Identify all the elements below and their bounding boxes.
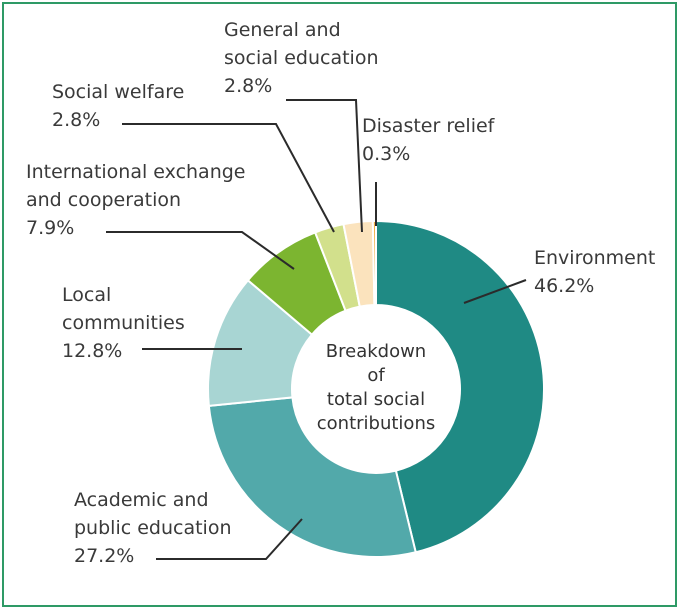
slice-name-label: Local <box>62 284 111 306</box>
slices-group <box>207 219 545 558</box>
slice-academic-and-public-education <box>207 396 417 558</box>
slice-label-general-and-social-education: General and social education 2.8% <box>224 19 379 97</box>
center-label-line: Breakdown <box>326 341 426 362</box>
slice-name-label: Disaster relief <box>362 115 496 137</box>
slice-label-academic-and-public-education: Academic and public education 27.2% <box>74 489 231 567</box>
center-label-text: Breakdown of total social contributions <box>317 341 435 434</box>
labels-group: Environment 46.2% Academic and public educa… <box>26 19 655 567</box>
leader-line-social-welfare <box>122 123 335 233</box>
slice-name-label: public education <box>74 517 231 539</box>
slice-name-label: social education <box>224 47 379 69</box>
slice-name-label: Environment <box>534 247 655 269</box>
slice-value-label: 2.8% <box>52 109 100 131</box>
slice-name-label: General and <box>224 19 341 41</box>
slice-label-local-communities: Local communities 12.8% <box>62 284 185 362</box>
slice-value-label: 46.2% <box>534 275 594 297</box>
slice-name-label: communities <box>62 312 185 334</box>
slice-value-label: 12.8% <box>62 340 122 362</box>
donut-chart: Environment 46.2% Academic and public educa… <box>26 19 655 567</box>
center-label-line: contributions <box>317 413 435 434</box>
slice-value-label: 7.9% <box>26 217 74 239</box>
leader-line-general-and-social-education <box>286 99 363 233</box>
slice-value-label: 2.8% <box>224 75 272 97</box>
slice-name-label: Academic and <box>74 489 209 511</box>
slice-label-disaster-relief: Disaster relief 0.3% <box>362 115 496 165</box>
slice-label-international-exchange-and-cooperation: International exchange and cooperation 7.9… <box>26 161 246 239</box>
center-label-line: total social <box>327 389 425 410</box>
leader-line-environment <box>463 279 527 304</box>
slice-name-label: Social welfare <box>52 81 184 103</box>
slice-label-social-welfare: Social welfare 2.8% <box>52 81 184 131</box>
leader-line-international-exchange-and-cooperation <box>106 231 295 270</box>
slice-disaster-relief <box>371 219 377 307</box>
slice-label-environment: Environment 46.2% <box>534 247 655 297</box>
slice-name-label: International exchange <box>26 161 246 183</box>
leader-line-academic-and-public-education <box>156 518 303 560</box>
slice-name-label: and cooperation <box>26 189 181 211</box>
slice-environment <box>375 219 545 554</box>
leader-lines-group <box>106 99 527 560</box>
center-label-line: of <box>367 365 385 386</box>
center-label: Breakdown of total social contributions <box>317 341 435 434</box>
slice-value-label: 27.2% <box>74 545 134 567</box>
slice-value-label: 0.3% <box>362 143 410 165</box>
